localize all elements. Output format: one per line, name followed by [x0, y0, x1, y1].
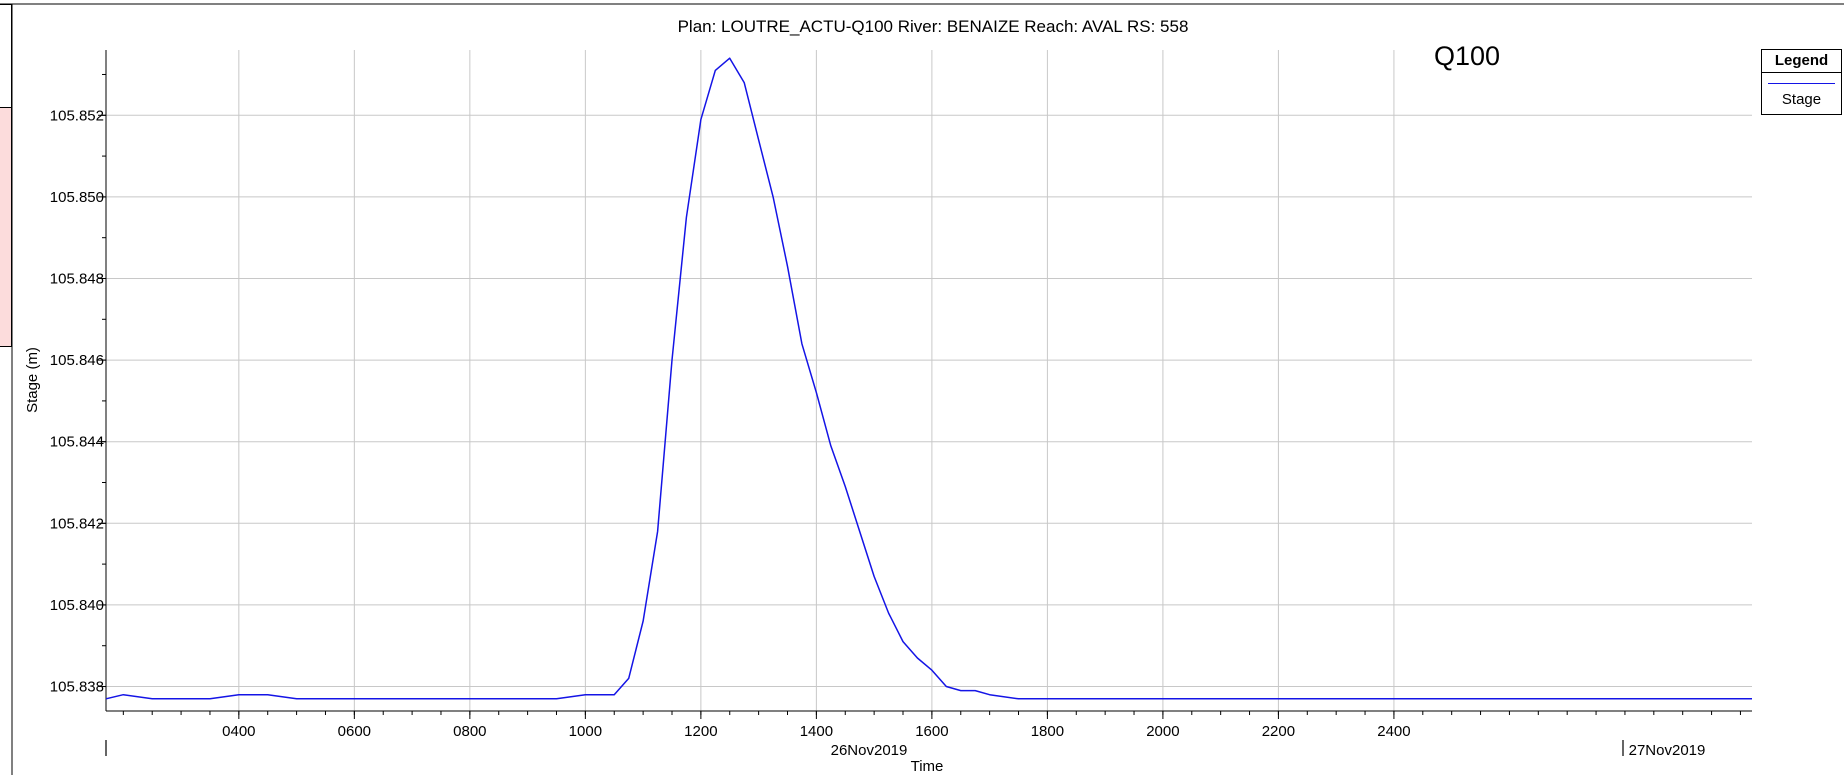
x-tick-label: 1200 — [684, 723, 717, 740]
x-tick-label: 2000 — [1146, 723, 1179, 740]
chart-title: Plan: LOUTRE_ACTU-Q100 River: BENAIZE Re… — [678, 17, 1189, 36]
y-tick-label: 105.840 — [50, 597, 104, 614]
series-group — [105, 57, 1752, 700]
y-tick-label: 105.838 — [50, 679, 104, 696]
x-tick-label: 0400 — [222, 723, 255, 740]
x-tick-label: 1800 — [1031, 723, 1064, 740]
y-tick-label: 105.850 — [50, 189, 104, 206]
x-tick-label: 2200 — [1262, 723, 1295, 740]
x-tick-label: 1400 — [800, 723, 833, 740]
date-label-end: 27Nov2019 — [1629, 742, 1706, 759]
legend-swatch-stage — [1768, 83, 1835, 84]
x-tick-label: 1000 — [569, 723, 602, 740]
x-tick-label: 0600 — [338, 723, 371, 740]
chart-annotation: Q100 — [1434, 41, 1500, 71]
legend-title: Legend — [1762, 50, 1841, 73]
x-tick-label: 0800 — [453, 723, 486, 740]
x-tick-label: 2400 — [1377, 723, 1410, 740]
y-tick-label: 105.844 — [50, 434, 104, 451]
grid — [106, 50, 1752, 711]
x-axis: 0400 0600 0800 1000 1200 1400 1600 1800 2000 2200… — [106, 710, 1752, 740]
y-axis-label: Stage (m) — [24, 347, 41, 413]
x-axis-label: Time — [911, 758, 944, 775]
y-tick-label: 105.846 — [50, 352, 104, 369]
y-tick-label: 105.852 — [50, 107, 104, 124]
y-tick-label: 105.848 — [50, 270, 104, 287]
y-axis: 105.838 105.840 105.842 105.844 105.846 105.8… — [50, 50, 107, 711]
legend: Legend Stage — [1761, 49, 1842, 115]
y-tick-label: 105.842 — [50, 515, 104, 532]
date-label-start: 26Nov2019 — [831, 742, 908, 759]
x-tick-label: 1600 — [915, 723, 948, 740]
legend-label-stage: Stage — [1781, 91, 1822, 108]
series-line-stage — [105, 57, 1752, 700]
